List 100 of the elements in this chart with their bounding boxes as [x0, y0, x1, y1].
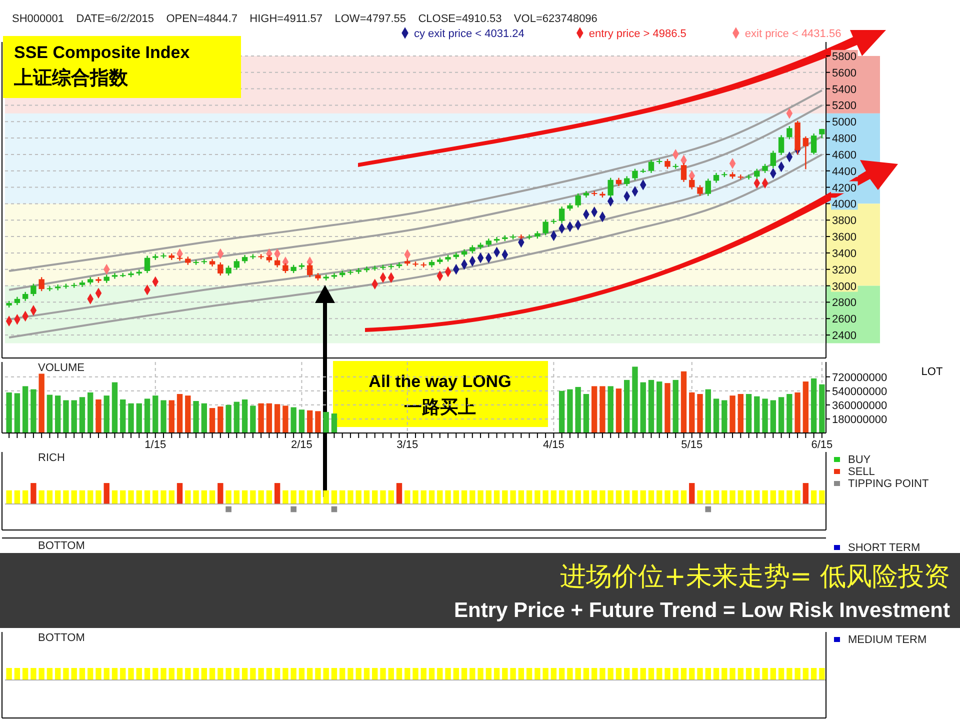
candlestick — [22, 291, 28, 302]
y-tick-label: 3800 — [832, 215, 856, 228]
y-tick-label: 540000000 — [832, 386, 888, 398]
chart-title: VOLUME — [38, 362, 84, 374]
candlestick — [778, 134, 784, 156]
bar — [640, 382, 646, 433]
candlestick — [632, 168, 638, 181]
y-tick-label: 5200 — [832, 100, 856, 112]
y-tick-label: 3000 — [832, 280, 856, 293]
candlestick — [218, 262, 224, 276]
bar — [819, 384, 825, 433]
candlestick — [144, 255, 150, 274]
bar — [290, 407, 296, 433]
bar — [616, 388, 622, 433]
bar — [201, 403, 207, 433]
bar — [266, 403, 272, 433]
bar — [282, 406, 288, 433]
legend-label: entry price > 4986.5 — [588, 28, 686, 40]
bar — [71, 400, 77, 433]
bar — [689, 392, 695, 433]
line-series — [8, 89, 823, 272]
legend-label: BUY — [848, 454, 872, 466]
candlestick — [786, 126, 792, 140]
y-tick-label: 5400 — [832, 84, 856, 96]
bar — [185, 396, 191, 433]
bar — [112, 382, 118, 433]
bar — [193, 401, 199, 433]
bar — [22, 386, 28, 433]
candlestick — [705, 178, 711, 196]
bar — [298, 410, 305, 433]
y-tick-label: 360000000 — [832, 400, 888, 412]
bar — [234, 402, 240, 433]
candlestick — [648, 159, 654, 174]
candlestick — [201, 258, 207, 265]
bar — [104, 396, 110, 433]
chart-subtitle: SH000001 DATE=6/2/2015 OPEN=4844.7 HIGH=4911.57 LOW=4797.55 CLOSE=4910.53 VOL=623748096 — [12, 13, 598, 25]
y-tick-label: 2800 — [832, 297, 856, 310]
bar — [331, 413, 338, 433]
bar — [608, 386, 614, 433]
y-tick-label: 3200 — [832, 264, 856, 276]
bar — [88, 392, 94, 433]
bar — [762, 398, 768, 433]
legend-label: SELL — [848, 466, 875, 478]
bar — [250, 406, 256, 433]
candlestick — [526, 234, 532, 240]
candlestick — [550, 218, 557, 224]
y-tick-label: 2600 — [832, 314, 856, 326]
bar — [558, 390, 565, 433]
candlestick — [810, 132, 817, 156]
bar — [63, 400, 69, 433]
bar — [96, 399, 102, 433]
bar — [672, 380, 678, 433]
candlestick — [624, 176, 630, 187]
candlestick — [746, 174, 752, 180]
legend-label: MEDIUM TERM — [848, 634, 927, 646]
y-tick-label: 4800 — [832, 133, 856, 146]
y-tick-label: 4400 — [832, 166, 856, 178]
bar — [738, 394, 744, 433]
candlestick — [234, 258, 240, 270]
bar — [754, 396, 760, 433]
y-tick-label: 2400 — [832, 330, 856, 342]
bar — [315, 411, 321, 433]
bar — [705, 389, 711, 433]
bar — [323, 412, 329, 433]
candlestick — [664, 158, 670, 170]
candlestick — [762, 163, 768, 174]
legend-label: SHORT TERM — [848, 542, 920, 554]
bar — [575, 386, 581, 433]
bar — [794, 392, 800, 433]
bar — [306, 410, 313, 433]
bar — [176, 394, 183, 433]
bar — [144, 398, 150, 433]
bar — [168, 400, 174, 433]
bar — [226, 404, 232, 433]
bar — [810, 378, 817, 433]
bar — [656, 382, 662, 433]
y-tick-label: 3600 — [832, 232, 856, 244]
bar — [218, 406, 224, 433]
bar — [632, 366, 638, 433]
chart-title: BOTTOM — [38, 632, 85, 644]
line-series — [8, 153, 823, 338]
bar — [46, 394, 53, 433]
y-tick-label: 4200 — [832, 182, 856, 194]
bar — [583, 394, 590, 433]
y-tick-label: 5600 — [832, 67, 856, 80]
bar — [14, 393, 20, 433]
legend-label: exit price < 4431.56 — [744, 28, 842, 40]
bar — [567, 389, 573, 433]
bar — [136, 403, 142, 433]
text: 进场价位+未来走势= 低风险投资 — [560, 562, 950, 592]
y-tick-label: 4000 — [832, 198, 856, 211]
bar — [258, 403, 264, 433]
bar — [152, 396, 158, 433]
bar — [624, 380, 630, 433]
x-tick-label: 4/15 — [542, 439, 564, 451]
bar — [79, 397, 86, 433]
candlestick — [542, 219, 548, 236]
y-tick-label: 5000 — [832, 116, 856, 129]
candlestick — [226, 265, 232, 276]
bar — [697, 394, 703, 433]
